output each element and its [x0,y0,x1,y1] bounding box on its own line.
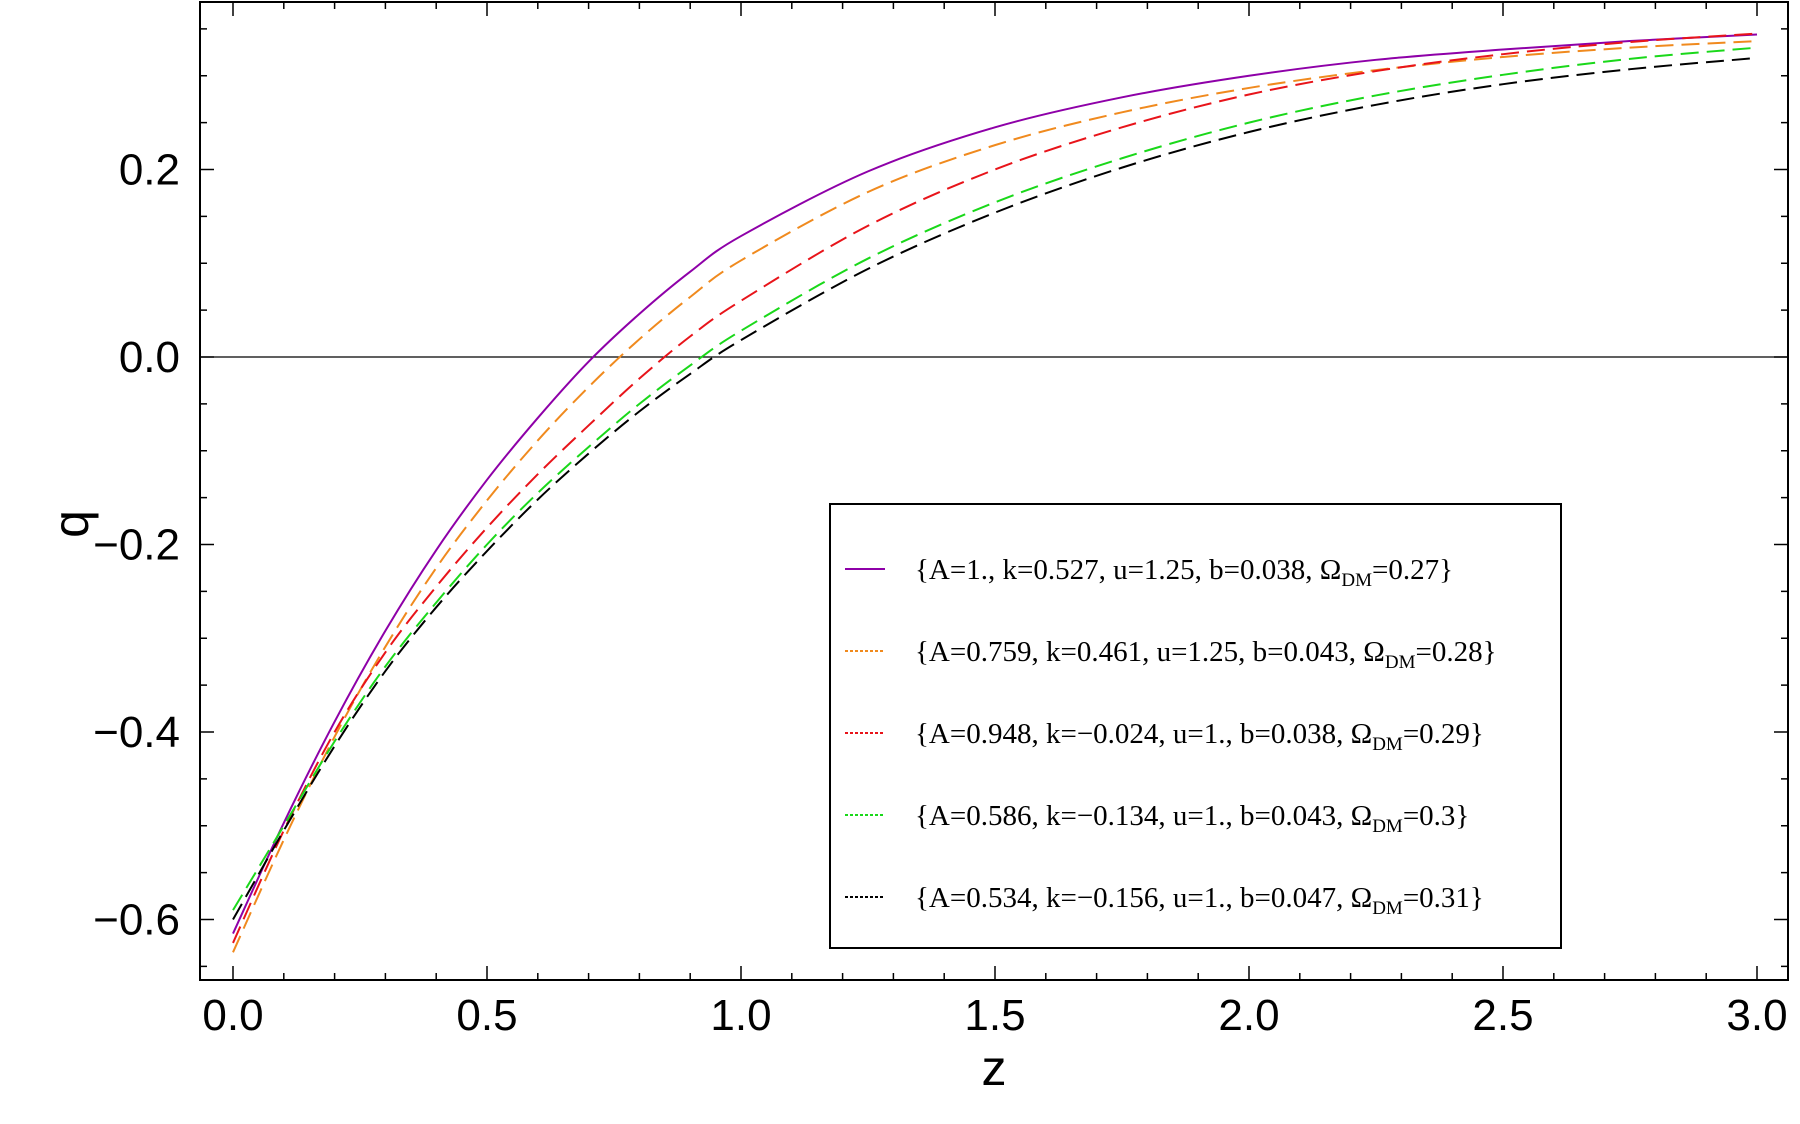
x-axis-title: z [982,1040,1007,1096]
series-line-5 [232,56,1758,920]
legend-label-main: {A=0.948, k=−0.024, u=1., b=0.038, Ω [915,718,1372,750]
y-tick-label: 0.0 [119,333,180,382]
legend-label-tail: =0.29} [1403,718,1484,750]
legend-label-5: {A=0.534, k=−0.156, u=1., b=0.047, ΩDM=0… [915,882,1484,919]
series-lines [232,32,1758,953]
legend-label-main: {A=1., k=0.527, u=1.25, b=0.038, Ω [915,554,1341,586]
legend-label-subscript: DM [1372,734,1403,755]
legend-label-2: {A=0.759, k=0.461, u=1.25, b=0.043, ΩDM=… [915,636,1497,673]
legend-label-1: {A=1., k=0.527, u=1.25, b=0.038, ΩDM=0.2… [915,554,1453,591]
legend-label-subscript: DM [1341,570,1372,591]
legend-label-main: {A=0.759, k=0.461, u=1.25, b=0.043, Ω [915,636,1385,668]
legend-label-subscript: DM [1372,816,1403,837]
y-axis-title: q [43,510,99,538]
legend-label-4: {A=0.586, k=−0.134, u=1., b=0.043, ΩDM=0… [915,800,1469,837]
legend-label-3: {A=0.948, k=−0.024, u=1., b=0.038, ΩDM=0… [915,718,1484,755]
tick-labels: 0.0 0.5 1.0 1.5 2.0 2.5 3.0 0.2 0.0 −0.2 −0.4 −0.6 [93,146,1787,1041]
y-tick-label: −0.4 [93,708,180,757]
x-tick-label: 1.0 [710,991,771,1040]
legend-box [829,503,1562,949]
legend-label-main: {A=0.534, k=−0.156, u=1., b=0.047, Ω [915,882,1372,914]
legend-label-main: {A=0.586, k=−0.134, u=1., b=0.043, Ω [915,800,1372,832]
x-tick-label: 2.0 [1218,991,1279,1040]
y-tick-label: 0.2 [119,146,180,195]
legend-label-tail: =0.28} [1415,636,1496,668]
legend-label-subscript: DM [1385,652,1416,673]
series-line-3 [232,32,1758,944]
series-line-1 [232,33,1758,934]
legend-label-tail: =0.3} [1403,800,1470,832]
legend-label-tail: =0.31} [1403,882,1484,914]
legend-label-tail: =0.27} [1372,554,1453,586]
legend: {A=1., k=0.527, u=1.25, b=0.038, ΩDM=0.2… [829,503,1562,949]
x-tick-label: 1.5 [964,991,1025,1040]
x-tick-label: 2.5 [1472,991,1533,1040]
series-line-4 [232,46,1758,911]
x-tick-label: 0.5 [456,991,517,1040]
axis-ticks [200,2,1788,980]
plot-frame [199,1,1789,981]
legend-label-subscript: DM [1372,898,1403,919]
x-tick-label: 0.0 [202,991,263,1040]
y-tick-label: −0.6 [93,896,180,945]
y-tick-label: −0.2 [93,521,180,570]
x-tick-label: 3.0 [1726,991,1787,1040]
